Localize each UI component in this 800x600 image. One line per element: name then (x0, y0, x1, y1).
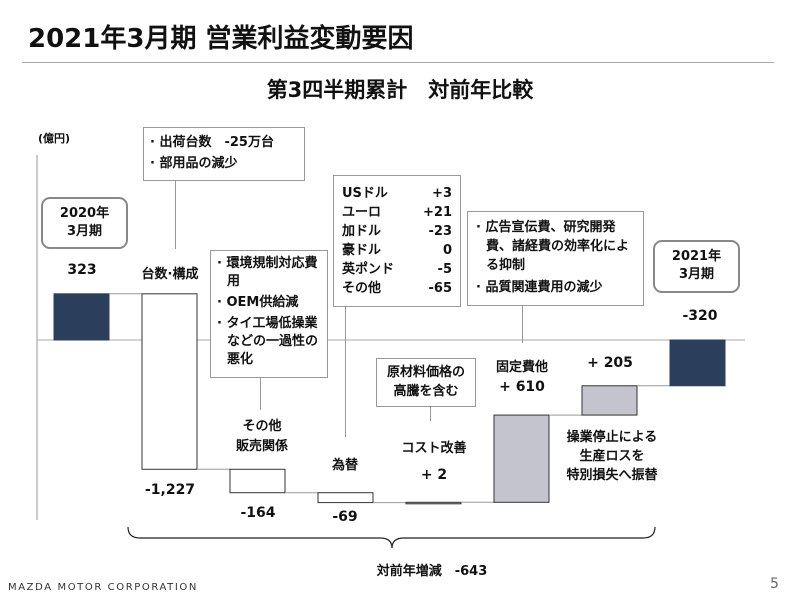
callout-connector (522, 306, 523, 343)
end-period-box: 2021年 3月期 (653, 240, 740, 293)
category-label: その他 販売関係 (236, 417, 288, 457)
start-period-label: 2020年3月期 (59, 206, 110, 239)
value-label: + 2 (420, 467, 448, 483)
callout-line: · 環境規制対応費用 (217, 256, 318, 289)
bar-6 (581, 385, 638, 416)
fx-value: +21 (423, 205, 452, 220)
fx-currency: 豪ドル (342, 243, 382, 258)
end-period: 3月期 (678, 267, 715, 282)
category-label-line: その他 (242, 419, 282, 434)
fx-row: 英ポンド -5 (342, 260, 452, 279)
total-change-label: 対前年増減 -643 (376, 564, 488, 579)
category-label: 固定費他 (495, 360, 549, 375)
callout-line: · OEM供給減 (217, 295, 299, 310)
category-label-line: 生産ロスを (579, 449, 645, 464)
fx-row: 豪ドル 0 (342, 241, 452, 260)
title-divider (22, 62, 774, 63)
callout-line: · タイ工場低操業などの一過性の悪化 (217, 316, 319, 367)
callout-line: · 出荷台数 -25万台 (150, 135, 274, 150)
fx-callout: USドル +3 ユーロ +21 加ドル -23 豪ドル 0 英ポンド -5 その他 -65 (333, 175, 461, 307)
value-label: -69 (332, 509, 358, 525)
end-year: 2021年 (671, 249, 722, 264)
callout-connector (260, 378, 261, 410)
callout-connector (345, 307, 346, 437)
callout-line: · 部用品の減少 (150, 156, 238, 171)
category-label: 為替 (331, 458, 359, 473)
callout-line: · 広告宣伝費、研究開発費、諸経費の効率化による抑制 (476, 220, 630, 273)
fixed-cost-callout: · 広告宣伝費、研究開発費、諸経費の効率化による抑制 · 品質関連費用の減少 (467, 211, 644, 306)
fx-currency: 英ポンド (342, 262, 395, 277)
callout-connector (430, 407, 431, 421)
category-label: 台数·構成 (141, 267, 199, 282)
fx-value: +3 (432, 186, 452, 201)
bar-5 (493, 414, 550, 503)
fx-row: ユーロ +21 (342, 203, 452, 222)
bar-1 (141, 293, 198, 470)
brace-icon (127, 526, 656, 549)
fx-row: USドル +3 (342, 184, 452, 203)
value-label: + 205 (587, 355, 633, 371)
fx-row: その他 -65 (342, 279, 452, 298)
company-logo-text: MAZDA MOTOR CORPORATION (8, 582, 198, 593)
unit-label: (億円) (38, 132, 71, 145)
bar-4 (405, 501, 462, 505)
fx-value: -5 (437, 262, 452, 277)
callout-line: · 品質関連費用の減少 (476, 280, 603, 295)
page-number: 5 (770, 576, 779, 592)
callout-connector (175, 181, 176, 249)
fx-value: -65 (428, 281, 453, 296)
value-label: -1,227 (144, 482, 196, 498)
value-label: + 610 (499, 379, 545, 395)
category-label: コスト改善 (401, 441, 467, 456)
category-label-line: 特別損失へ振替 (566, 468, 658, 483)
value-label: -320 (682, 308, 718, 324)
slide-subtitle: 第3四半期累計 対前年比較 (266, 78, 534, 102)
fx-row: 加ドル -23 (342, 222, 452, 241)
fx-currency: 加ドル (342, 224, 382, 239)
start-period-box: 2020年3月期 (41, 197, 128, 249)
other-sales-callout: · 環境規制対応費用 · OEM供給減 · タイ工場低操業などの一過性の悪化 (210, 250, 328, 378)
bar-3 (317, 492, 374, 504)
bar-7 (669, 339, 726, 387)
bar-0 (53, 293, 110, 341)
volume-callout: · 出荷台数 -25万台 · 部用品の減少 (143, 127, 305, 181)
category-label: 操業停止による 生産ロスを 特別損失へ振替 (566, 428, 657, 485)
value-label: 323 (67, 262, 97, 278)
category-label-line: 操業停止による (566, 430, 658, 445)
bar-2 (229, 468, 286, 494)
value-label: -164 (240, 505, 276, 521)
slide-title: 2021年3月期 営業利益変動要因 (28, 24, 414, 54)
category-label-line: 販売関係 (235, 439, 289, 454)
fx-value: -23 (428, 224, 453, 239)
fx-value: 0 (442, 243, 452, 258)
fx-currency: USドル (342, 186, 388, 201)
fx-currency: その他 (342, 281, 382, 296)
cost-callout: 原材料価格の高騰を含む (376, 358, 476, 407)
fx-currency: ユーロ (342, 205, 382, 220)
